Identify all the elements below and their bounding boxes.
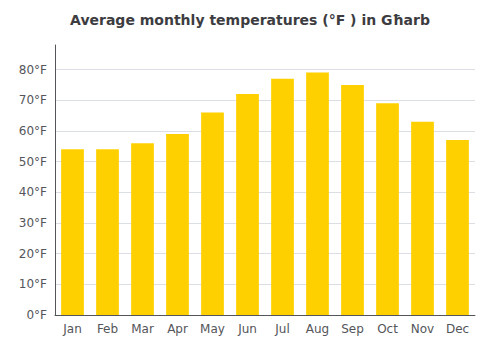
svg-text:80°F: 80°F	[19, 63, 47, 77]
svg-text:Oct: Oct	[377, 322, 398, 336]
svg-text:40°F: 40°F	[19, 185, 47, 199]
svg-text:May: May	[200, 322, 225, 336]
svg-text:0°F: 0°F	[26, 308, 47, 322]
svg-text:60°F: 60°F	[19, 124, 47, 138]
svg-text:Jan: Jan	[62, 322, 82, 336]
svg-text:20°F: 20°F	[19, 247, 47, 261]
svg-text:Aug: Aug	[306, 322, 329, 336]
svg-text:Apr: Apr	[167, 322, 188, 336]
svg-text:Mar: Mar	[131, 322, 154, 336]
svg-text:50°F: 50°F	[19, 155, 47, 169]
svg-text:Nov: Nov	[411, 322, 434, 336]
svg-text:30°F: 30°F	[19, 216, 47, 230]
svg-text:Dec: Dec	[446, 322, 469, 336]
svg-text:Sep: Sep	[341, 322, 364, 336]
svg-text:Average monthly temperatures (: Average monthly temperatures (°F ) in Għ…	[70, 12, 430, 28]
svg-text:70°F: 70°F	[19, 93, 47, 107]
svg-text:10°F: 10°F	[19, 277, 47, 291]
svg-text:Jun: Jun	[237, 322, 257, 336]
svg-text:Jul: Jul	[274, 322, 289, 336]
svg-text:Feb: Feb	[97, 322, 118, 336]
